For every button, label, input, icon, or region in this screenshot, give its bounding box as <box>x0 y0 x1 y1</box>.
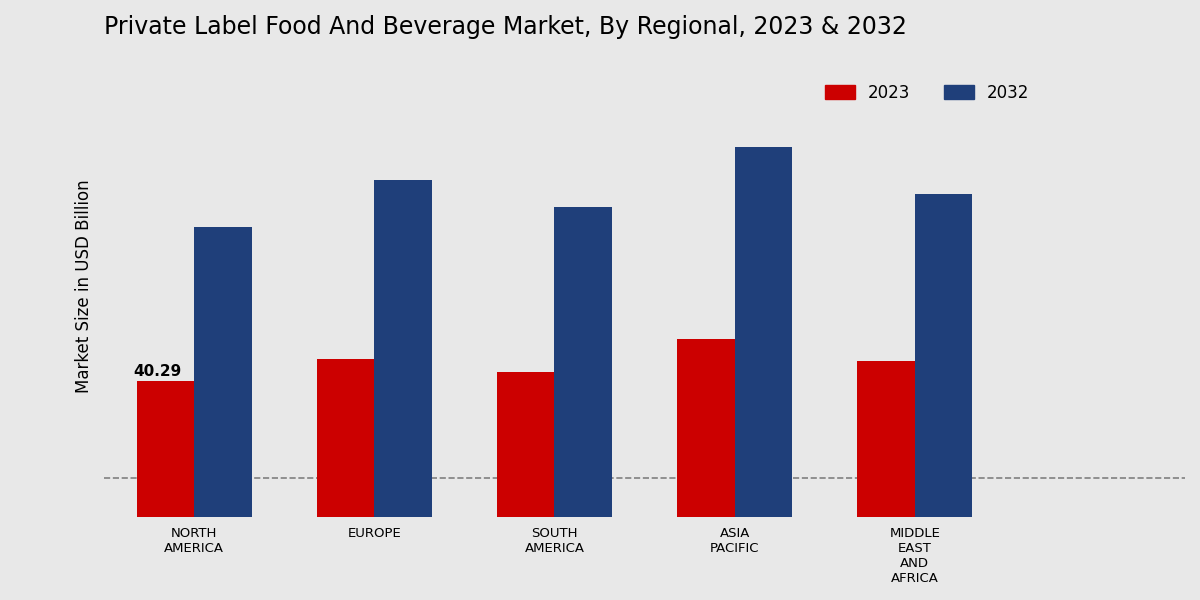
Bar <box>554 207 612 600</box>
Bar <box>914 194 972 600</box>
Bar <box>497 372 554 600</box>
Bar <box>137 382 194 600</box>
Bar <box>734 148 792 600</box>
Bar <box>857 361 914 600</box>
Legend: 2023, 2032: 2023, 2032 <box>818 77 1036 109</box>
Text: Private Label Food And Beverage Market, By Regional, 2023 & 2032: Private Label Food And Beverage Market, … <box>104 15 907 39</box>
Bar <box>677 339 734 600</box>
Bar <box>194 227 252 600</box>
Bar <box>317 359 374 600</box>
Text: 40.29: 40.29 <box>133 364 181 379</box>
Y-axis label: Market Size in USD Billion: Market Size in USD Billion <box>74 179 94 393</box>
Bar <box>374 181 432 600</box>
